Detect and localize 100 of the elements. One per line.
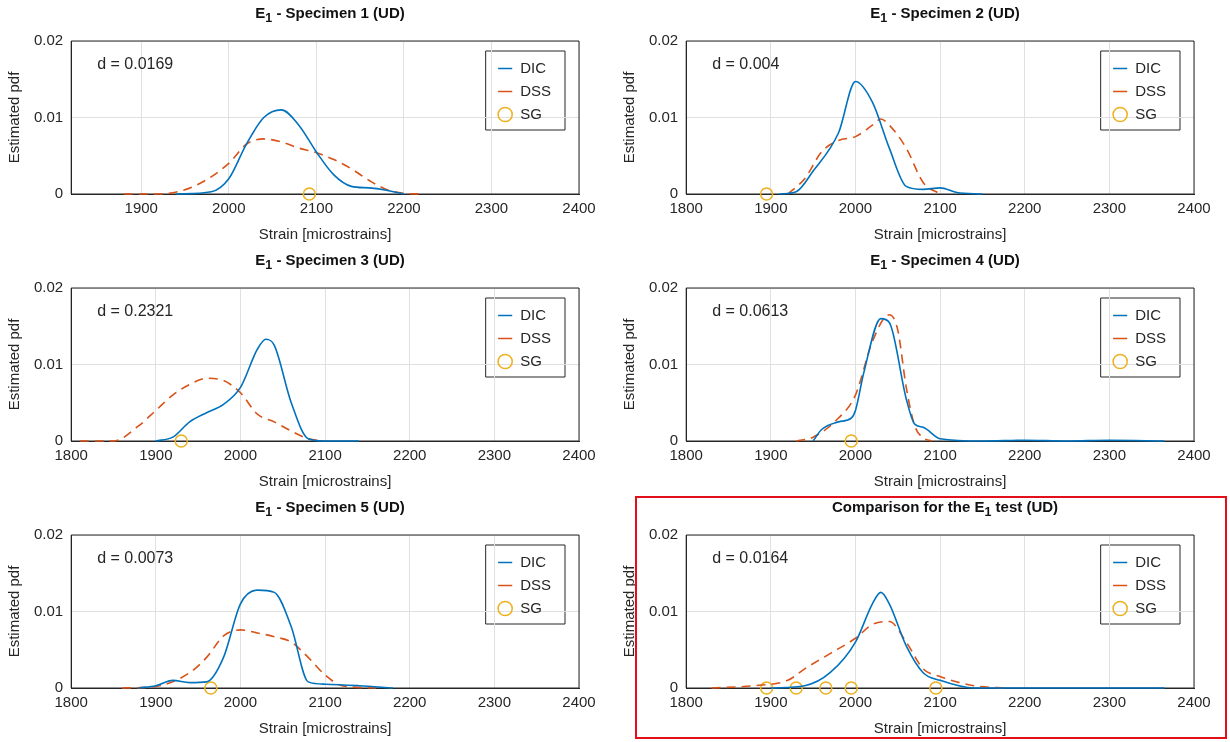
x-tick-label: 2000 <box>838 693 873 711</box>
y-tick-label: 0.01 <box>648 107 679 125</box>
x-tick-label: 1900 <box>754 199 788 217</box>
legend-label: DIC <box>520 305 547 323</box>
y-tick-label: 0.02 <box>33 278 64 296</box>
x-tick-label: 2000 <box>223 693 258 711</box>
y-tick-label: 0 <box>669 678 679 696</box>
chart-title: E$_{1}$ - Specimen 2 (UD) <box>869 4 1021 25</box>
legend-label: SG <box>1135 598 1157 616</box>
y-tick-label: 0.02 <box>33 31 64 49</box>
x-tick-label: 2200 <box>1008 693 1042 711</box>
y-tick-label: 0.02 <box>33 525 64 543</box>
y-tick-label: 0.01 <box>33 601 64 619</box>
y-tick-label: 0.01 <box>33 354 64 372</box>
x-tick-label: 2300 <box>477 693 512 711</box>
chart-title: E$_{1}$ - Specimen 3 (UD) <box>254 251 406 272</box>
y-axis-title: Estimated pdf <box>620 564 638 658</box>
x-tick-label: 2300 <box>1092 446 1127 464</box>
x-tick-label: 2300 <box>474 199 509 217</box>
legend-label: DIC <box>520 552 547 570</box>
y-tick-label: 0 <box>54 678 64 696</box>
x-tick-label: 2000 <box>838 446 873 464</box>
y-axis-title: Estimated pdf <box>5 317 23 411</box>
x-tick-label: 2300 <box>1092 693 1127 711</box>
x-tick-label: 2400 <box>1177 693 1211 711</box>
legend-label: DSS <box>1135 328 1166 346</box>
x-tick-label: 1900 <box>124 199 158 217</box>
legend-label: DIC <box>520 58 547 76</box>
x-axis-title: Strain [microstrains] <box>873 472 1007 490</box>
x-tick-label: 1800 <box>669 446 703 464</box>
y-tick-label: 0 <box>669 184 679 202</box>
y-axis-title: Estimated pdf <box>620 70 638 164</box>
y-axis-title: Estimated pdf <box>5 70 23 164</box>
legend-label: DIC <box>1135 58 1162 76</box>
legend-label: DSS <box>520 575 551 593</box>
x-axis-title: Strain [microstrains] <box>873 225 1007 243</box>
x-axis-title: Strain [microstrains] <box>258 472 392 490</box>
x-tick-label: 2400 <box>562 693 596 711</box>
y-tick-label: 0.02 <box>648 278 679 296</box>
x-tick-label: 1800 <box>669 693 703 711</box>
y-tick-label: 0.02 <box>648 525 679 543</box>
annotation: d = 0.0169 <box>97 55 174 73</box>
x-tick-label: 2100 <box>923 693 957 711</box>
y-tick-label: 0.02 <box>648 31 679 49</box>
line-series <box>175 109 405 195</box>
line-series <box>778 80 984 195</box>
chart-title: E$_{1}$ - Specimen 1 (UD) <box>254 4 406 25</box>
legend-label: DSS <box>520 328 551 346</box>
x-axis-title: Strain [microstrains] <box>873 719 1007 737</box>
y-axis-title: Estimated pdf <box>5 564 23 658</box>
x-tick-label: 2400 <box>562 199 596 217</box>
y-tick-label: 0 <box>669 431 679 449</box>
x-tick-label: 1800 <box>54 693 88 711</box>
line-series <box>795 313 933 442</box>
legend-label: DSS <box>1135 81 1166 99</box>
x-tick-label: 2000 <box>212 199 246 217</box>
x-tick-label: 2100 <box>299 199 334 217</box>
legend-label: DIC <box>1135 305 1162 323</box>
x-tick-label: 1800 <box>54 446 88 464</box>
legend-label: DSS <box>1135 575 1166 593</box>
legend-label: SG <box>520 598 542 616</box>
x-tick-label: 1900 <box>754 693 788 711</box>
x-tick-label: 1800 <box>669 199 703 217</box>
y-tick-label: 0 <box>54 184 64 202</box>
x-tick-label: 2100 <box>923 446 957 464</box>
legend-label: SG <box>1135 104 1157 122</box>
x-axis-title: Strain [microstrains] <box>258 719 392 737</box>
annotation: d = 0.2321 <box>97 302 174 320</box>
y-tick-label: 0.01 <box>648 601 679 619</box>
x-tick-label: 2100 <box>308 446 342 464</box>
x-tick-label: 1900 <box>139 446 173 464</box>
x-tick-label: 2000 <box>223 446 258 464</box>
x-tick-label: 2200 <box>1008 199 1042 217</box>
x-tick-label: 2200 <box>393 693 427 711</box>
y-tick-label: 0.01 <box>648 354 679 372</box>
x-tick-label: 2200 <box>1008 446 1042 464</box>
legend-label: SG <box>520 351 542 369</box>
x-tick-label: 1900 <box>754 446 788 464</box>
legend-label: DSS <box>520 81 551 99</box>
x-tick-label: 2400 <box>1177 446 1211 464</box>
x-tick-label: 2100 <box>308 693 342 711</box>
annotation: d = 0.004 <box>712 55 780 73</box>
chart-title: E$_{1}$ - Specimen 5 (UD) <box>254 498 406 519</box>
annotation: d = 0.0073 <box>97 549 174 567</box>
x-tick-label: 2100 <box>923 199 957 217</box>
x-tick-label: 2000 <box>838 199 873 217</box>
y-tick-label: 0 <box>54 431 64 449</box>
x-axis-title: Strain [microstrains] <box>258 225 392 243</box>
x-tick-label: 1900 <box>139 693 173 711</box>
legend-label: SG <box>520 104 542 122</box>
annotation: d = 0.0164 <box>712 549 789 567</box>
x-tick-label: 2400 <box>1177 199 1211 217</box>
x-tick-label: 2300 <box>1092 199 1127 217</box>
chart-title: E$_{1}$ - Specimen 4 (UD) <box>869 251 1021 272</box>
x-tick-label: 2200 <box>393 446 427 464</box>
legend-label: SG <box>1135 351 1157 369</box>
y-axis-title: Estimated pdf <box>620 317 638 411</box>
annotation: d = 0.0613 <box>712 302 789 320</box>
chart-title: Comparison for the E$_{1}$ test (UD) <box>830 498 1060 519</box>
line-series <box>121 629 377 689</box>
